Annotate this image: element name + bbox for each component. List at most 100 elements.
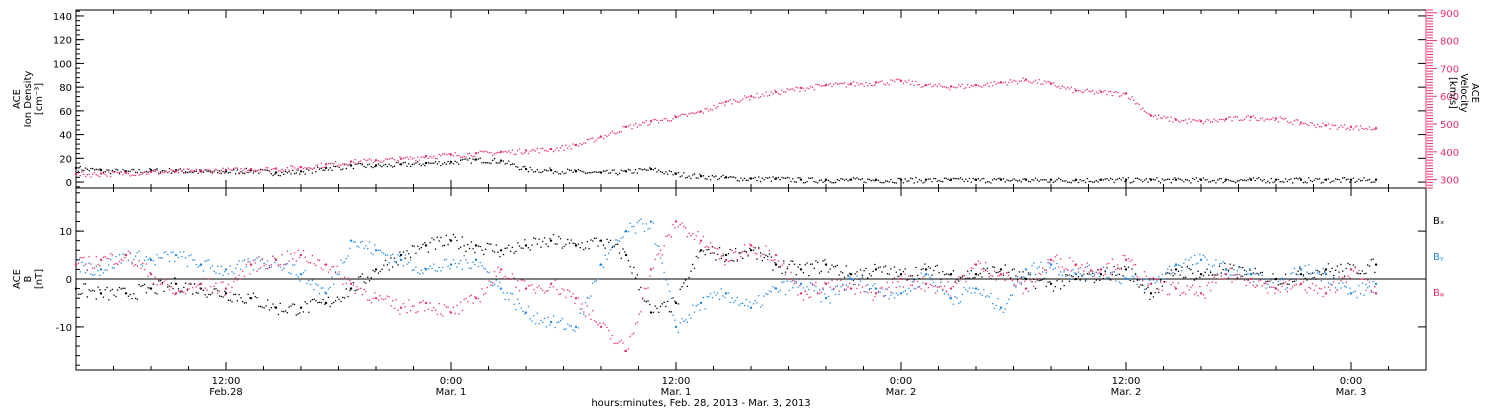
data-sample xyxy=(1070,86,1072,88)
data-sample xyxy=(734,248,737,250)
data-sample xyxy=(840,178,842,180)
data-sample xyxy=(583,171,585,173)
data-sample xyxy=(986,82,989,84)
data-sample xyxy=(352,284,355,286)
data-sample xyxy=(572,329,574,331)
data-sample xyxy=(1170,116,1172,118)
data-sample xyxy=(1274,181,1276,183)
data-sample xyxy=(1304,122,1306,124)
data-sample xyxy=(820,179,822,181)
data-sample xyxy=(552,150,555,153)
data-sample xyxy=(670,171,672,173)
data-sample xyxy=(1211,281,1214,283)
data-sample xyxy=(586,172,589,174)
data-sample xyxy=(1011,279,1014,282)
data-sample xyxy=(1277,178,1280,181)
data-sample xyxy=(415,311,417,314)
data-sample xyxy=(1149,178,1151,180)
data-sample xyxy=(1302,181,1305,184)
right-axis-label: Velocity xyxy=(1458,73,1469,112)
data-sample xyxy=(1034,287,1037,290)
data-sample xyxy=(736,258,739,261)
data-sample xyxy=(1167,116,1169,118)
data-sample xyxy=(1183,120,1185,122)
data-sample xyxy=(242,260,244,262)
data-sample xyxy=(1167,293,1169,296)
data-sample xyxy=(683,172,685,174)
data-sample xyxy=(206,170,208,172)
data-sample xyxy=(402,303,405,305)
data-sample xyxy=(136,252,139,254)
data-sample xyxy=(1181,179,1183,181)
data-sample xyxy=(992,179,994,181)
data-sample xyxy=(1367,279,1369,281)
data-sample xyxy=(1013,79,1015,82)
data-sample xyxy=(1138,286,1140,288)
data-sample xyxy=(1158,291,1160,294)
data-sample xyxy=(702,235,705,238)
data-sample xyxy=(1058,85,1060,88)
data-sample xyxy=(390,157,392,160)
data-sample xyxy=(908,275,910,277)
data-sample xyxy=(788,177,790,179)
data-sample xyxy=(93,274,96,276)
data-sample xyxy=(722,295,724,297)
data-sample xyxy=(1097,92,1099,94)
data-sample xyxy=(1015,286,1017,288)
x-tick-label: 0:00 xyxy=(890,376,912,387)
data-sample xyxy=(715,247,717,249)
data-sample xyxy=(772,286,774,288)
data-sample xyxy=(320,301,322,304)
data-sample xyxy=(829,302,831,304)
data-sample xyxy=(213,285,215,288)
data-sample xyxy=(1263,179,1265,181)
data-sample xyxy=(490,281,492,283)
data-sample xyxy=(890,291,892,294)
data-sample xyxy=(1181,266,1183,268)
data-sample xyxy=(372,297,374,300)
data-sample xyxy=(122,168,124,171)
data-sample xyxy=(438,240,440,242)
data-sample xyxy=(502,151,505,153)
data-sample xyxy=(574,169,576,171)
data-point xyxy=(874,178,878,181)
data-sample xyxy=(336,165,339,167)
data-sample xyxy=(1324,286,1326,288)
data-sample xyxy=(899,285,901,288)
data-sample xyxy=(420,156,422,158)
data-sample xyxy=(879,81,881,83)
data-point xyxy=(1149,178,1153,181)
data-sample xyxy=(1345,128,1347,130)
data-sample xyxy=(227,283,230,286)
data-sample xyxy=(704,108,706,110)
data-sample xyxy=(809,296,812,298)
data-sample xyxy=(142,284,144,287)
data-sample xyxy=(192,170,194,172)
data-sample xyxy=(458,313,460,315)
data-sample xyxy=(484,248,487,250)
data-sample xyxy=(804,89,806,92)
top-panel-frame xyxy=(75,9,1427,189)
data-sample xyxy=(477,297,480,300)
data-sample xyxy=(1331,267,1333,269)
data-sample xyxy=(1013,268,1015,270)
data-sample xyxy=(1363,273,1365,275)
data-sample xyxy=(177,256,180,259)
data-sample xyxy=(1134,263,1137,266)
data-sample xyxy=(252,292,255,294)
data-sample xyxy=(738,252,740,255)
data-sample xyxy=(283,267,285,269)
data-sample xyxy=(84,167,87,169)
data-sample xyxy=(1129,260,1131,262)
data-sample xyxy=(602,322,605,325)
data-sample xyxy=(434,248,437,250)
data-sample xyxy=(117,263,119,265)
data-sample xyxy=(1233,264,1235,266)
data-sample xyxy=(524,239,526,241)
data-sample xyxy=(736,296,739,299)
data-sample xyxy=(334,161,337,163)
data-sample xyxy=(1288,283,1290,285)
data-sample xyxy=(754,97,756,99)
data-sample xyxy=(1318,273,1321,275)
data-sample xyxy=(1058,266,1060,268)
